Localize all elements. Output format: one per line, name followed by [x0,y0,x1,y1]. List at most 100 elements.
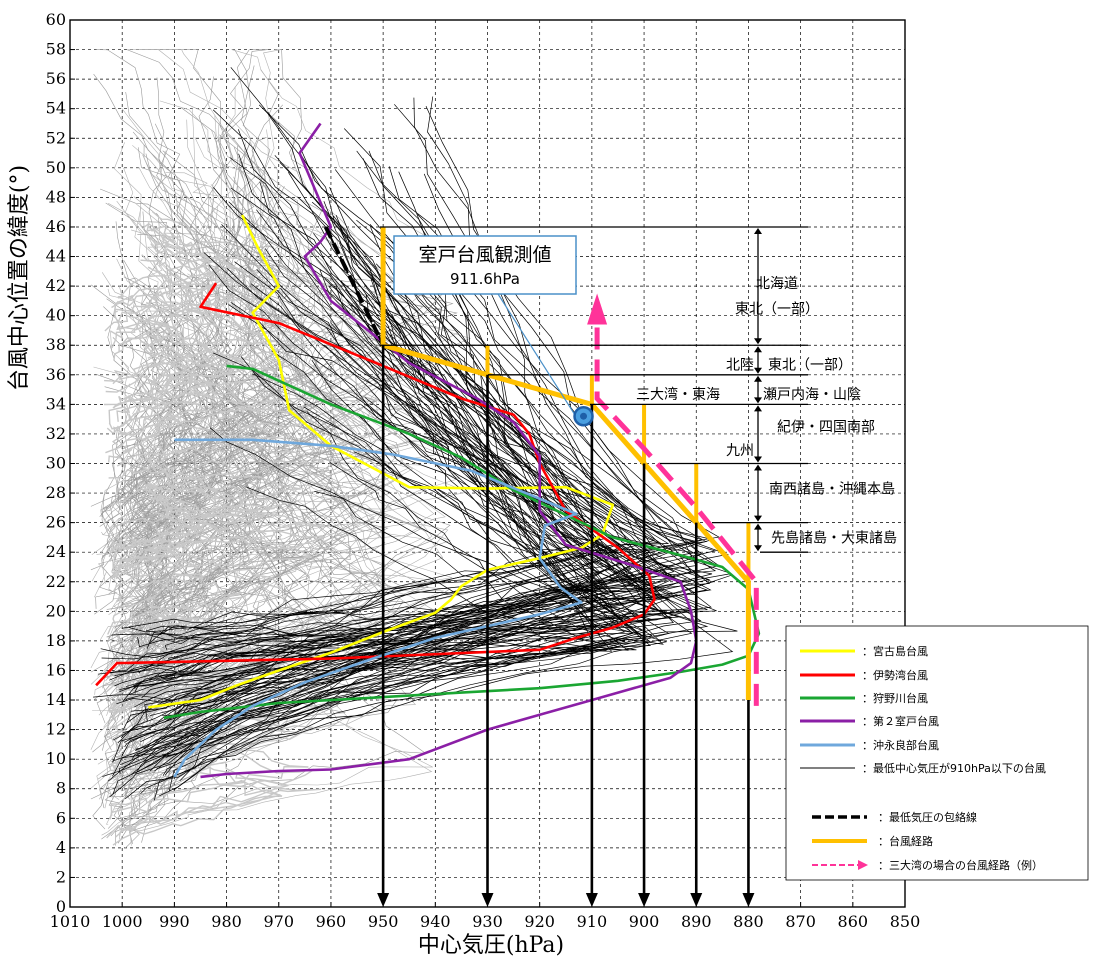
y-tick-label: 24 [46,542,66,561]
pressure-arrow-head [481,893,494,907]
deep-track [122,173,712,731]
y-tick-label: 10 [46,749,66,768]
background-track [104,290,253,383]
background-track [112,456,245,552]
y-tick-label: 36 [46,365,66,384]
deep-track [122,294,630,734]
y-tick-label: 60 [46,10,66,29]
x-tick-label: 850 [890,912,921,931]
y-tick-label: 4 [56,838,66,857]
region-arrow-head [754,456,762,463]
deep-track [136,158,701,756]
background-typhoon-tracks [90,49,472,849]
background-track [110,484,230,580]
background-track [103,319,244,406]
deep-track [156,322,699,770]
region-arrow-head [754,515,762,522]
background-track [115,485,267,580]
background-track [111,254,233,349]
background-track [108,328,198,425]
region-label: 先島諸島・大東諸島 [771,530,897,546]
background-track [102,49,250,572]
background-track [93,365,250,700]
legend-label: ：狩野川台風 [862,691,928,705]
background-track [109,610,305,697]
region-arrow-head [754,367,762,374]
series-line [173,438,583,778]
deep-track [133,427,632,674]
y-tick-label: 52 [46,128,66,147]
background-track [114,229,238,327]
deep-track [157,128,711,679]
background-track [123,150,451,507]
background-track [111,222,232,309]
deep-track [125,264,624,687]
background-track [108,186,281,599]
background-track [115,455,319,846]
observation-callout: 室戸台風観測値 911.6hPa [393,235,594,427]
pressure-arrow-head [742,893,755,907]
callout-title: 室戸台風観測値 [418,244,551,266]
background-track [112,601,241,691]
background-track [110,489,209,579]
background-track [121,196,335,550]
legend-label: ：最低気圧の包絡線 [878,810,977,824]
y-tick-label: 30 [46,454,66,473]
background-track [122,276,429,789]
y-tick-label: 12 [46,720,66,739]
background-track [106,238,315,562]
background-track [137,234,443,545]
pressure-arrow-head [585,893,598,907]
y-tick-label: 28 [46,483,66,502]
background-track [129,194,387,584]
deep-track [100,490,637,660]
background-track [97,545,230,780]
deep-track [135,169,693,750]
x-tick-label: 900 [629,912,660,931]
callout-leader-line [497,293,576,416]
background-track [132,131,376,592]
region-label: 北海道 [756,276,798,292]
background-track [105,360,275,454]
background-track [133,107,331,510]
deep-track [107,348,633,782]
deep-track [121,269,708,629]
background-track [123,265,265,503]
x-axis-title: 中心気圧(hPa) [418,933,564,958]
y-tick-label: 42 [46,276,66,295]
background-track [112,129,317,546]
y-tick-label: 40 [46,306,66,325]
background-track [110,498,451,837]
background-track [126,203,446,650]
x-tick-label: 860 [838,912,869,931]
deep-track [164,162,651,723]
background-track [95,49,244,511]
deep-track [167,252,732,722]
background-track [116,381,315,467]
y-tick-label: 14 [46,690,66,709]
legend-box [785,625,1089,881]
deep-track [128,313,639,636]
legend-label: ：第２室戸台風 [862,714,939,728]
y-tick-label: 16 [46,660,66,679]
background-track [113,322,277,409]
pressure-arrow-head [690,893,703,907]
y-tick-label: 26 [46,513,66,532]
background-track [107,446,302,536]
x-tick-label: 920 [524,912,555,931]
region-arrow-head [754,346,762,353]
legend-label: ：最低中心気圧が910hPa以下の台風 [862,761,1046,775]
background-track [112,465,265,560]
deep-track [97,288,659,675]
legend-label: ：沖永良部台風 [862,738,939,752]
background-track [113,222,236,313]
region-arrow-head [754,405,762,412]
x-tick-label: 880 [733,912,764,931]
envelope-line-upper [323,226,385,347]
deep-track [146,288,594,734]
y-tick-label: 48 [46,187,66,206]
y-tick-label: 58 [46,40,66,59]
region-arrow-head [754,545,762,552]
y-tick-label: 2 [56,867,66,886]
